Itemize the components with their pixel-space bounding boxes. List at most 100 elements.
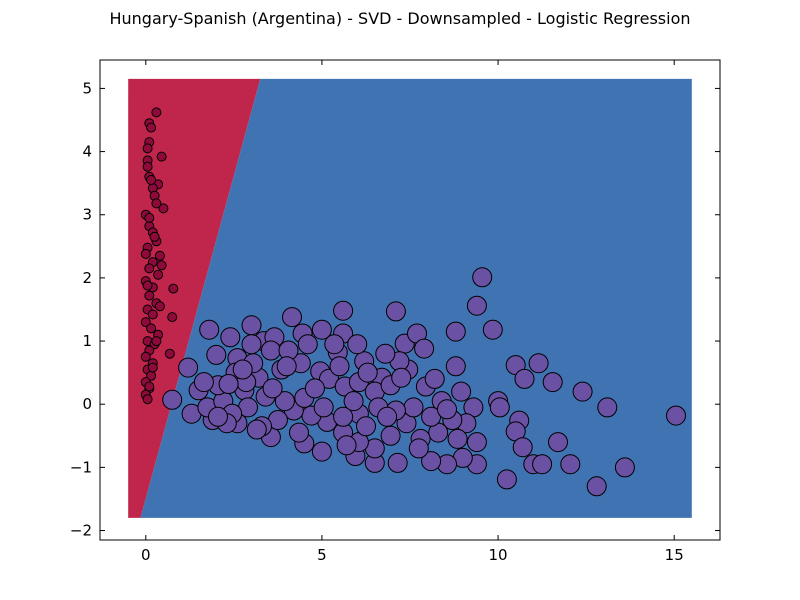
class-1-point: [614, 457, 635, 478]
class-1-point: [466, 295, 487, 316]
class-0-point: [140, 351, 151, 362]
x-tick-label: 10: [489, 546, 508, 564]
class-1-point: [347, 334, 368, 355]
class-0-point: [144, 381, 155, 392]
class-0-point: [158, 203, 169, 214]
class-1-point: [262, 378, 283, 399]
class-0-point: [168, 283, 179, 294]
class-1-point: [232, 359, 253, 380]
class-0-point: [164, 348, 175, 359]
axes-layer: 0 5 10 15 −2 −1 0 1 2 3 4 5: [70, 60, 720, 564]
class-1-point: [241, 334, 262, 355]
class-1-point: [297, 334, 318, 355]
class-1-point: [445, 321, 466, 342]
class-0-point: [142, 280, 153, 291]
class-1-point: [496, 469, 517, 490]
class-1-point: [274, 391, 295, 412]
class-1-point: [514, 368, 535, 389]
class-0-point: [156, 260, 167, 271]
class-1-point: [482, 319, 503, 340]
y-tick-label: 4: [82, 143, 92, 161]
x-tick-label: 15: [665, 546, 684, 564]
class-1-point: [542, 372, 563, 393]
class-1-point: [241, 315, 262, 336]
class-0-point: [147, 309, 158, 320]
class-1-point: [336, 435, 357, 456]
class-0-point: [144, 263, 155, 274]
class-1-point: [528, 353, 549, 374]
class-1-point: [289, 422, 309, 443]
class-1-point: [548, 432, 568, 453]
x-tick-label: 5: [317, 546, 327, 564]
class-1-point: [276, 356, 297, 377]
class-1-point: [199, 319, 220, 340]
class-0-point: [156, 151, 167, 162]
class-1-point: [356, 416, 376, 437]
y-tick-label: 2: [82, 269, 92, 287]
class-1-point: [333, 300, 354, 321]
class-0-point: [149, 231, 160, 242]
class-1-point: [377, 406, 398, 427]
class-0-point: [153, 269, 164, 280]
x-tick-label: 0: [141, 546, 151, 564]
class-1-point: [220, 327, 241, 348]
class-1-point: [304, 378, 325, 399]
class-0-point: [154, 250, 165, 261]
class-1-point: [391, 367, 412, 388]
class-0-point: [151, 198, 162, 209]
class-1-point: [403, 397, 424, 418]
class-0-point: [151, 107, 162, 118]
class-1-point: [421, 451, 442, 472]
class-1-point: [206, 344, 227, 365]
class-1-point: [218, 374, 239, 394]
class-1-point: [666, 405, 686, 426]
y-tick-label: 1: [82, 332, 92, 350]
class-1-point: [489, 397, 510, 418]
class-0-point: [140, 248, 151, 259]
class-1-point: [445, 356, 466, 377]
chart-title: Hungary-Spanish (Argentina) - SVD - Down…: [109, 9, 691, 28]
class-0-point: [142, 143, 153, 154]
class-0-point: [151, 336, 162, 347]
class-1-point: [512, 437, 533, 458]
y-tick-label: 3: [82, 206, 92, 224]
class-1-point: [193, 372, 214, 393]
class-1-point: [357, 362, 378, 383]
class-0-point: [154, 301, 165, 312]
class-1-point: [387, 452, 408, 473]
y-tick-label: −2: [70, 522, 92, 540]
class-0-point: [140, 317, 151, 328]
class-1-point: [597, 397, 618, 418]
class-1-point: [560, 454, 581, 475]
class-0-point: [142, 161, 153, 172]
y-tick-label: 5: [82, 79, 92, 97]
class-1-point: [313, 397, 334, 418]
class-1-point: [178, 357, 199, 378]
class-1-point: [414, 338, 435, 359]
class-1-point: [282, 307, 302, 328]
class-1-point: [333, 406, 354, 427]
class-1-point: [437, 399, 457, 420]
class-1-point: [208, 406, 228, 427]
points-layer: [140, 107, 686, 497]
class-1-point: [260, 340, 281, 361]
class-1-point: [385, 301, 406, 322]
class-1-point: [329, 356, 350, 377]
class-0-point: [146, 122, 157, 133]
y-tick-label: −1: [70, 458, 92, 476]
class-1-point: [246, 419, 267, 440]
class-0-point: [147, 362, 158, 373]
class-1-point: [472, 267, 493, 288]
class-1-point: [532, 454, 553, 475]
class-1-point: [451, 381, 472, 402]
class-0-point: [142, 394, 153, 405]
class-1-point: [375, 343, 396, 364]
class-0-point: [146, 323, 157, 334]
class-0-point: [146, 175, 157, 185]
class-1-point: [324, 334, 345, 355]
class-1-point: [343, 391, 364, 412]
class-1-point: [586, 476, 607, 497]
decision-region-class-0: [128, 78, 261, 518]
class-1-point: [447, 428, 468, 449]
